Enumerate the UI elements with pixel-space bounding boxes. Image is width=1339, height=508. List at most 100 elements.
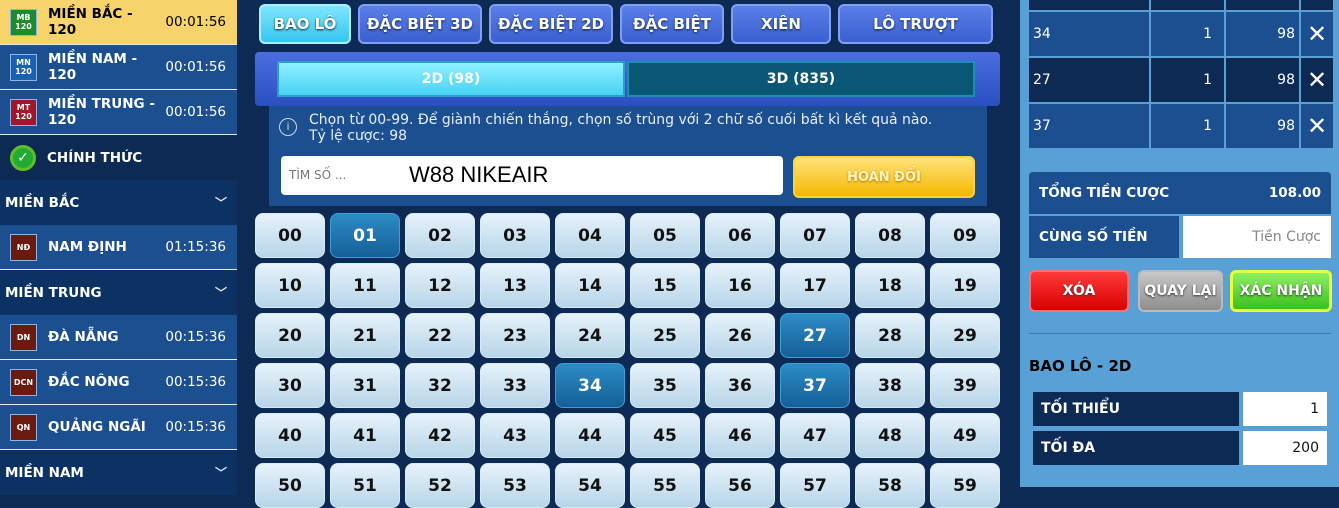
- number-tile[interactable]: 08: [855, 213, 925, 258]
- confirm-button[interactable]: XÁC NHẬN: [1230, 270, 1332, 312]
- clear-button[interactable]: XÓA: [1029, 270, 1129, 312]
- info-panel: i Chọn từ 00-99. Để giành chiến thắng, c…: [269, 106, 987, 206]
- number-tile[interactable]: 07: [780, 213, 850, 258]
- sidebar-item-quick[interactable]: MN 120 MIỀN NAM - 120 00:01:56: [0, 45, 237, 90]
- number-tile[interactable]: 36: [705, 363, 775, 408]
- number-tile[interactable]: 35: [630, 363, 700, 408]
- bet-quantity: 1: [1151, 104, 1224, 148]
- number-tile[interactable]: 12: [405, 263, 475, 308]
- number-tile[interactable]: 39: [930, 363, 1000, 408]
- number-tile[interactable]: 55: [630, 463, 700, 508]
- tab-bet-type[interactable]: LÔ TRƯỢT: [838, 4, 993, 44]
- number-tile[interactable]: 04: [555, 213, 625, 258]
- number-tile[interactable]: 58: [855, 463, 925, 508]
- number-tile[interactable]: 37: [780, 363, 850, 408]
- sidebar-item-province[interactable]: DCN ĐẮC NÔNG 00:15:36: [0, 360, 237, 405]
- close-icon[interactable]: ✕: [1301, 104, 1333, 148]
- number-tile[interactable]: 10: [255, 263, 325, 308]
- number-tile[interactable]: 45: [630, 413, 700, 458]
- number-tile[interactable]: 17: [780, 263, 850, 308]
- number-tile[interactable]: 22: [405, 313, 475, 358]
- tab-bet-type[interactable]: ĐẶC BIỆT 3D: [358, 4, 482, 44]
- sidebar-item-province[interactable]: DN ĐÀ NẴNG 00:15:36: [0, 315, 237, 360]
- number-tile[interactable]: 25: [630, 313, 700, 358]
- number-tile[interactable]: 02: [405, 213, 475, 258]
- number-tile[interactable]: 41: [330, 413, 400, 458]
- number-tile[interactable]: 01: [330, 213, 400, 258]
- number-tile[interactable]: 44: [555, 413, 625, 458]
- same-amount-input[interactable]: Tiền Cược: [1183, 216, 1331, 258]
- close-icon[interactable]: ✕: [1301, 58, 1333, 102]
- tab-bet-type[interactable]: XIÊN: [731, 4, 831, 44]
- bet-number: 27: [1029, 58, 1149, 102]
- sidebar-group-header[interactable]: MIỀN TRUNG ﹀: [0, 270, 237, 315]
- number-tile[interactable]: 30: [255, 363, 325, 408]
- main-panel: BAO LÔ ĐẶC BIỆT 3D ĐẶC BIỆT 2D ĐẶC BIỆT XIÊN…: [237, 0, 1020, 508]
- watermark: W88 NIKEAIR: [409, 162, 549, 187]
- number-tile[interactable]: 42: [405, 413, 475, 458]
- number-tile[interactable]: 28: [855, 313, 925, 358]
- back-button[interactable]: QUAY LẠI: [1138, 270, 1223, 312]
- number-tile[interactable]: 06: [705, 213, 775, 258]
- number-tile[interactable]: 05: [630, 213, 700, 258]
- number-tile[interactable]: 15: [630, 263, 700, 308]
- table-header-row: [1029, 0, 1333, 10]
- number-tile[interactable]: 27: [780, 313, 850, 358]
- number-tile[interactable]: 13: [480, 263, 550, 308]
- sidebar-item-province[interactable]: NĐ NAM ĐỊNH 01:15:36: [0, 225, 237, 270]
- number-tile[interactable]: 56: [705, 463, 775, 508]
- number-tile[interactable]: 48: [855, 413, 925, 458]
- number-tile[interactable]: 18: [855, 263, 925, 308]
- number-tile[interactable]: 49: [930, 413, 1000, 458]
- search-input[interactable]: TÌM SỐ ... W88 NIKEAIR: [281, 156, 783, 195]
- close-icon[interactable]: ✕: [1301, 12, 1333, 56]
- number-tile[interactable]: 53: [480, 463, 550, 508]
- number-tile[interactable]: 24: [555, 313, 625, 358]
- number-tile[interactable]: 54: [555, 463, 625, 508]
- number-tile[interactable]: 09: [930, 213, 1000, 258]
- sidebar-item-quick[interactable]: MB 120 MIỀN BẮC - 120 00:01:56: [0, 0, 237, 45]
- number-tile[interactable]: 31: [330, 363, 400, 408]
- sidebar-item-quick[interactable]: MT 120 MIỀN TRUNG - 120 00:01:56: [0, 90, 237, 135]
- sidebar-group-header[interactable]: MIỀN BẮC ﹀: [0, 180, 237, 225]
- subtab-3d[interactable]: 3D (835): [627, 61, 975, 97]
- bet-row: 37 1 98 ✕: [1029, 104, 1333, 148]
- total-value: 108.00: [1268, 185, 1321, 201]
- number-tile[interactable]: 32: [405, 363, 475, 408]
- number-tile[interactable]: 46: [705, 413, 775, 458]
- sidebar-item-province[interactable]: QN QUẢNG NGÃI 00:15:36: [0, 405, 237, 450]
- chevron-down-icon: ﹀: [214, 466, 227, 480]
- chevron-down-icon: ﹀: [214, 196, 227, 210]
- number-tile[interactable]: 34: [555, 363, 625, 408]
- number-tile[interactable]: 29: [930, 313, 1000, 358]
- number-tile[interactable]: 26: [705, 313, 775, 358]
- number-tile[interactable]: 43: [480, 413, 550, 458]
- number-tile[interactable]: 19: [930, 263, 1000, 308]
- subtab-2d[interactable]: 2D (98): [277, 61, 625, 97]
- number-tile[interactable]: 51: [330, 463, 400, 508]
- number-tile[interactable]: 16: [705, 263, 775, 308]
- number-tile[interactable]: 20: [255, 313, 325, 358]
- tab-bet-type[interactable]: ĐẶC BIỆT 2D: [489, 4, 613, 44]
- number-tile[interactable]: 11: [330, 263, 400, 308]
- number-tile[interactable]: 14: [555, 263, 625, 308]
- number-tile[interactable]: 47: [780, 413, 850, 458]
- number-tile[interactable]: 52: [405, 463, 475, 508]
- number-tile[interactable]: 23: [480, 313, 550, 358]
- number-tile[interactable]: 03: [480, 213, 550, 258]
- bet-row: 27 1 98 ✕: [1029, 58, 1333, 102]
- swap-button[interactable]: HOÁN ĐỔI: [793, 156, 975, 198]
- sidebar-group-header[interactable]: MIỀN NAM ﹀: [0, 450, 237, 495]
- number-tile[interactable]: 40: [255, 413, 325, 458]
- number-tile[interactable]: 50: [255, 463, 325, 508]
- tab-bet-type[interactable]: ĐẶC BIỆT: [620, 4, 724, 44]
- number-tile[interactable]: 00: [255, 213, 325, 258]
- sidebar-item-label: ĐẮC NÔNG: [48, 374, 130, 390]
- tab-bet-type[interactable]: BAO LÔ: [259, 4, 351, 44]
- number-tile[interactable]: 33: [480, 363, 550, 408]
- number-tile[interactable]: 57: [780, 463, 850, 508]
- info-icon: i: [279, 118, 297, 136]
- number-tile[interactable]: 59: [930, 463, 1000, 508]
- number-tile[interactable]: 38: [855, 363, 925, 408]
- number-tile[interactable]: 21: [330, 313, 400, 358]
